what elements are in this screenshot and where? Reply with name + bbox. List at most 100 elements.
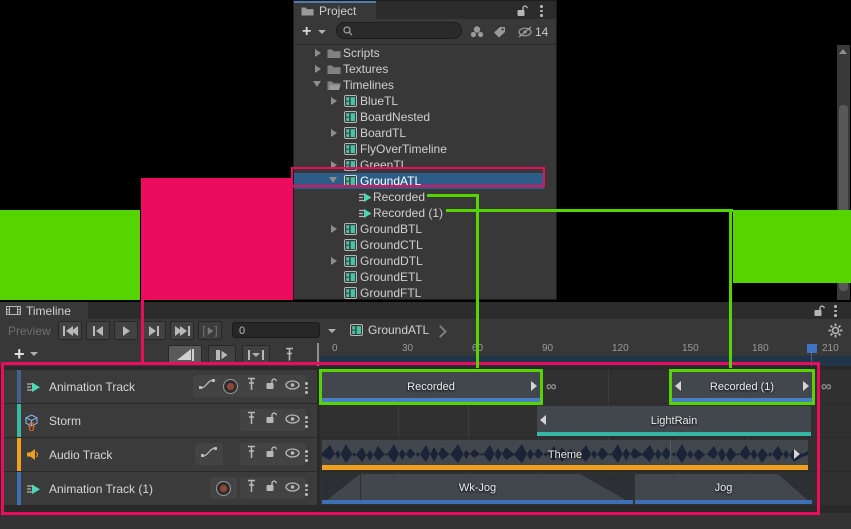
track-header-audio[interactable]: Audio Track [3,438,317,471]
tab-project[interactable]: Project [294,1,376,19]
clip-trim-right-icon[interactable] [803,381,809,391]
clip-type-strip [672,398,812,402]
eye-icon[interactable] [285,445,300,463]
project-scrollbar[interactable] [837,45,850,300]
previous-frame-button[interactable] [86,321,110,340]
unlock-icon[interactable] [265,377,277,395]
track-clip-buttons [210,477,237,499]
preview-toggle[interactable]: Preview [8,324,51,338]
tree-row-groundetl[interactable]: GroundETL [294,269,544,285]
tree-row-groundctl[interactable]: GroundCTL [294,237,544,253]
track-kebab-menu-icon[interactable] [305,450,308,462]
search-input[interactable] [336,22,462,39]
film-icon [6,306,21,315]
tree-row-groundftl[interactable]: GroundFTL [294,285,544,301]
unlock-icon[interactable] [265,445,277,463]
clip-trim-left-icon[interactable] [675,381,681,391]
expander-collapsed-icon[interactable] [331,257,337,265]
record-button[interactable] [223,378,238,394]
tree-row-groundbtl[interactable]: GroundBTL [294,221,544,237]
clip-jog-fade-out[interactable] [778,474,812,504]
scrollbar-thumb[interactable] [839,105,848,291]
clip-wkjog-ease-in[interactable] [322,474,360,504]
tree-row-scripts[interactable]: Scripts [294,45,544,61]
frame-dropdown-icon[interactable] [328,329,336,333]
tree-row-recorded[interactable]: Recorded [294,189,544,205]
add-track-button[interactable]: + [14,345,38,363]
goto-start-button[interactable] [58,321,82,340]
frame-field[interactable]: 0 [232,322,320,338]
clip-trim-right-icon[interactable] [531,381,537,391]
pin-icon[interactable] [284,347,295,367]
tree-row-boardtl[interactable]: BoardTL [294,125,544,141]
tree-row-flyovertimeline[interactable]: FlyOverTimeline [294,141,544,157]
eye-icon[interactable] [285,377,300,395]
pin-icon[interactable] [246,479,257,498]
unlock-icon[interactable] [265,479,277,497]
clip-trim-right-icon[interactable] [794,449,800,459]
record-button[interactable] [216,480,231,496]
timeline-kebab-menu-icon[interactable] [834,305,837,317]
clip-lightrain[interactable]: LightRain [537,406,811,436]
play-range-button[interactable]: [] [198,321,222,340]
tree-row-timelines[interactable]: Timelines [294,77,544,93]
unlock-icon[interactable] [516,4,528,22]
tree-row-greentl[interactable]: GreenTL [294,157,544,173]
clip-trim-left-icon[interactable] [540,415,546,425]
clip-wkjog-fade-out[interactable] [580,474,633,504]
tree-row-bluetl[interactable]: BlueTL [294,93,544,109]
label-tag-icon[interactable] [493,25,506,43]
curves-icon[interactable] [199,377,215,395]
pin-icon[interactable] [246,377,257,396]
add-asset-dropdown-icon[interactable] [318,30,326,34]
expander-expanded-icon[interactable] [329,177,337,183]
track-header-storm[interactable]: {} Storm [3,404,317,437]
curves-icon[interactable] [201,445,217,463]
tree-row-groundatl[interactable]: GroundATL [294,173,544,189]
expander-collapsed-icon[interactable] [331,161,337,169]
clip-wkjog-body[interactable] [361,474,580,504]
time-ruler[interactable]: 0 30 60 90 120 150 180 210 [320,343,851,367]
track-kebab-menu-icon[interactable] [305,484,308,496]
expander-collapsed-icon[interactable] [331,129,337,137]
unlock-icon[interactable] [813,304,825,322]
clip-recorded[interactable]: Recorded [322,372,540,402]
eye-icon[interactable] [285,411,300,429]
timeline-asset-icon [344,223,357,235]
clip-recorded-1[interactable]: Recorded (1) [672,372,812,402]
asset-filter-icon[interactable] [470,25,484,43]
breadcrumb[interactable]: GroundATL [350,323,429,337]
next-frame-button[interactable] [142,321,166,340]
clip-jog-body[interactable] [635,474,778,504]
expander-collapsed-icon[interactable] [315,65,321,73]
tree-row-recorded-1[interactable]: Recorded (1) [294,205,544,221]
tree-row-textures[interactable]: Textures [294,61,544,77]
tab-timeline[interactable]: Timeline [0,302,88,319]
clip-edit-ramp-button[interactable] [168,345,202,364]
track-header-animation[interactable]: Animation Track [3,370,317,403]
track-kebab-menu-icon[interactable] [305,416,308,428]
tree-row-grounddtl[interactable]: GroundDTL [294,253,544,269]
scroll-up-icon[interactable] [839,49,847,54]
clip-theme[interactable]: Theme [322,440,808,470]
project-kebab-menu-icon[interactable] [540,5,543,17]
unlock-icon[interactable] [265,411,277,429]
track-kebab-menu-icon[interactable] [305,382,308,394]
expander-collapsed-icon[interactable] [331,225,337,233]
play-button[interactable] [114,321,138,340]
timeline-end-marker[interactable] [807,344,817,353]
track-header-animation-1[interactable]: Animation Track (1) [3,472,317,505]
expander-expanded-icon[interactable] [313,81,321,87]
pin-icon[interactable] [246,445,257,464]
clip-edit-mix-button[interactable] [208,345,236,364]
clip-edit-replace-button[interactable] [242,345,270,364]
goto-end-button[interactable] [170,321,194,340]
expander-collapsed-icon[interactable] [331,97,337,105]
pin-icon[interactable] [246,411,257,430]
eye-icon[interactable] [285,479,300,497]
gear-icon[interactable] [828,323,843,343]
tree-row-boardnested[interactable]: BoardNested [294,109,544,125]
hidden-visibility-icon[interactable] [518,25,533,43]
expander-collapsed-icon[interactable] [315,49,321,57]
add-asset-button[interactable]: + [302,23,312,40]
